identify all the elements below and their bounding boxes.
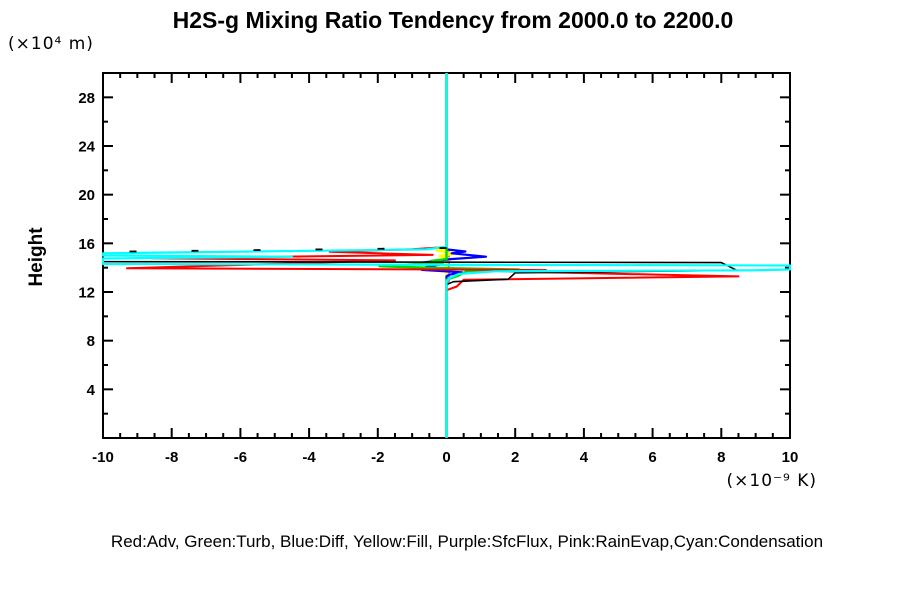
legend-text: Red:Adv, Green:Turb, Blue:Diff, Yellow:F… [111, 532, 823, 551]
x-tick-label: 0 [442, 449, 450, 466]
x-tick-label: 8 [717, 449, 725, 466]
curve-black [102, 252, 738, 438]
x-tick-label: -2 [371, 449, 384, 466]
x-tick-label: -8 [165, 449, 178, 466]
y-tick-label: 20 [78, 187, 95, 204]
x-tick-label: 6 [648, 449, 656, 466]
x-tick-label: -4 [302, 449, 316, 466]
plot-title: H2S-g Mixing Ratio Tendency from 2000.0 … [173, 7, 734, 33]
y-tick-label: 28 [78, 90, 95, 107]
y-tick-label: 8 [87, 333, 95, 350]
curves [101, 73, 792, 438]
y-tick-label: 12 [78, 285, 95, 302]
y-tick-label: 16 [78, 236, 95, 253]
x-tick-label: -6 [234, 449, 247, 466]
curve-cyan [101, 73, 792, 438]
y-axis-unit-label: (×10⁴ m) [8, 34, 94, 54]
x-tick-label: 4 [580, 449, 589, 466]
x-tick-label: -10 [92, 449, 114, 466]
x-tick-labels: -10 -8 -6 -4 -2 0 2 4 6 8 10 [92, 449, 798, 466]
x-tick-label: 2 [511, 449, 519, 466]
y-axis-title: Height [26, 227, 47, 287]
y-tick-label: 24 [78, 139, 95, 156]
y-tick-labels: 4 8 12 16 20 24 28 [78, 90, 95, 399]
x-axis-unit-label: (×10⁻⁹ K) [727, 471, 817, 491]
x-tick-label: 10 [782, 449, 799, 466]
y-tick-label: 4 [87, 382, 96, 399]
